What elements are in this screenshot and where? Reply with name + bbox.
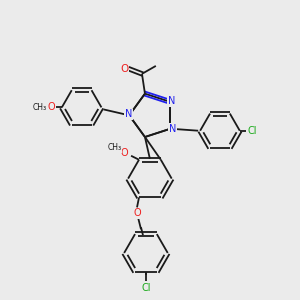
Text: N: N — [124, 109, 132, 119]
Text: O: O — [120, 64, 128, 74]
Text: Cl: Cl — [141, 283, 151, 292]
Text: O: O — [133, 208, 141, 218]
Text: N: N — [168, 96, 175, 106]
Text: CH₃: CH₃ — [33, 103, 47, 112]
Text: N: N — [169, 124, 176, 134]
Text: O: O — [47, 102, 55, 112]
Text: O: O — [120, 148, 128, 158]
Text: CH₃: CH₃ — [107, 143, 121, 152]
Text: Cl: Cl — [248, 126, 257, 136]
